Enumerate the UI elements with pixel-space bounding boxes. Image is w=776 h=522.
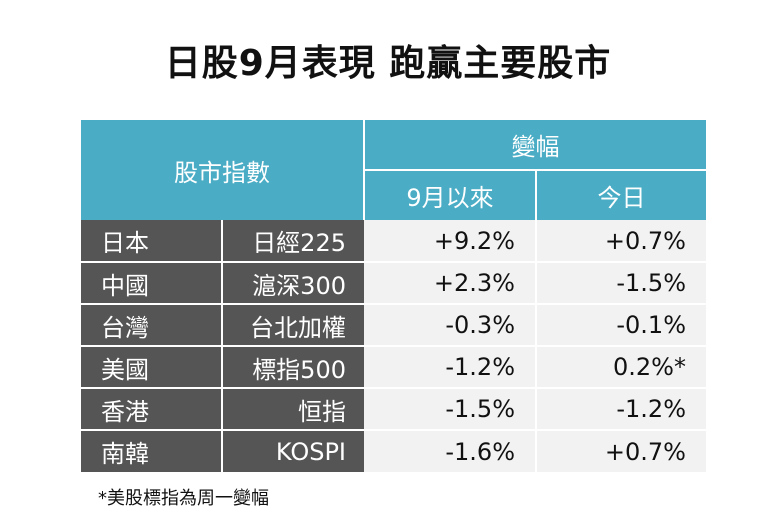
header-since-sep: 9月以來 [364, 169, 537, 220]
today-cell: -0.1% [536, 304, 706, 347]
country-cell: 香港 [81, 388, 223, 431]
today-cell: -1.5% [536, 262, 706, 305]
country-cell: 南韓 [81, 430, 223, 472]
index-cell: KOSPI [222, 430, 364, 472]
since-sep-cell: +2.3% [364, 262, 537, 305]
page-title: 日股9月表現 跑贏主要股市 [164, 43, 612, 84]
today-cell: +0.7% [536, 430, 706, 472]
since-sep-cell: -1.5% [364, 388, 537, 431]
country-cell: 日本 [81, 220, 223, 263]
country-cell: 中國 [81, 262, 223, 305]
table-row: 日本 日經225 +9.2% +0.7% [81, 220, 706, 263]
table-row: 美國 標指500 -1.2% 0.2%* [81, 346, 706, 389]
since-sep-cell: +9.2% [364, 220, 537, 263]
header-today: 今日 [536, 169, 706, 220]
today-cell: 0.2%* [536, 346, 706, 389]
stock-index-table: 股市指數 變幅 9月以來 今日 日本 日經225 +9.2% +0.7% 中國 … [81, 120, 706, 472]
header-change: 變幅 [364, 120, 706, 170]
footnote: *美股標指為周一變幅 [98, 488, 269, 509]
since-sep-cell: -0.3% [364, 304, 537, 347]
today-cell: +0.7% [536, 220, 706, 263]
index-cell: 日經225 [222, 220, 364, 263]
country-cell: 台灣 [81, 304, 223, 347]
header-index: 股市指數 [81, 120, 365, 220]
table-row: 中國 滬深300 +2.3% -1.5% [81, 262, 706, 305]
table-row: 香港 恒指 -1.5% -1.2% [81, 388, 706, 431]
table-row: 台灣 台北加權 -0.3% -0.1% [81, 304, 706, 347]
since-sep-cell: -1.2% [364, 346, 537, 389]
index-cell: 恒指 [222, 388, 364, 431]
index-cell: 標指500 [222, 346, 364, 389]
since-sep-cell: -1.6% [364, 430, 537, 472]
index-cell: 台北加權 [222, 304, 364, 347]
table-row: 南韓 KOSPI -1.6% +0.7% [81, 430, 706, 472]
today-cell: -1.2% [536, 388, 706, 431]
country-cell: 美國 [81, 346, 223, 389]
index-cell: 滬深300 [222, 262, 364, 305]
